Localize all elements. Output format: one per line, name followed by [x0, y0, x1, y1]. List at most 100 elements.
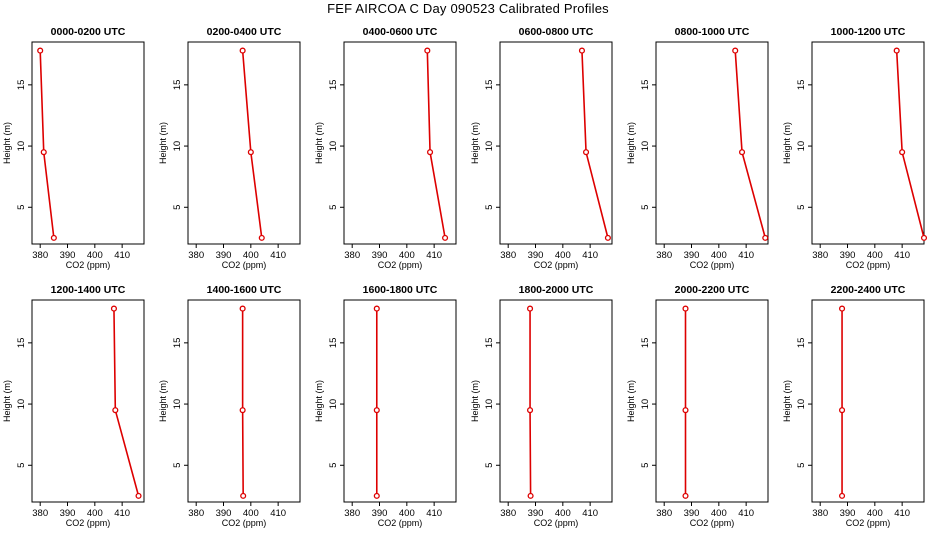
x-tick-label: 410	[426, 508, 442, 519]
x-axis-label: CO2 (ppm)	[378, 260, 423, 270]
y-axis-label: Height (m)	[2, 380, 12, 422]
x-axis-label: CO2 (ppm)	[534, 518, 579, 528]
data-point	[578, 47, 586, 54]
y-tick-label: 5	[484, 205, 495, 210]
x-tick-label: 400	[243, 508, 259, 519]
y-axis-label: Height (m)	[782, 380, 792, 422]
y-tick-label: 5	[328, 205, 339, 210]
panel-title: 0400-0600 UTC	[363, 26, 438, 38]
plot-frame	[343, 299, 457, 503]
data-point	[373, 305, 380, 312]
data-point	[682, 305, 689, 312]
x-tick-label: 390	[840, 508, 856, 519]
profile-line	[529, 308, 532, 496]
y-tick-label: 5	[796, 463, 807, 468]
data-point	[239, 407, 246, 414]
profile-line	[734, 50, 767, 239]
y-tick-label: 15	[16, 338, 27, 349]
x-tick-label: 390	[528, 508, 544, 519]
x-axis-label: CO2 (ppm)	[222, 260, 267, 270]
y-tick-label: 10	[640, 399, 651, 410]
x-tick-label: 380	[656, 508, 672, 519]
x-tick-label: 410	[270, 250, 286, 261]
y-tick-label: 10	[796, 399, 807, 410]
x-tick-label: 400	[711, 508, 727, 519]
x-tick-label: 390	[840, 250, 856, 261]
x-tick-label: 410	[738, 508, 754, 519]
panel-title: 0200-0400 UTC	[207, 26, 282, 38]
x-axis-label: CO2 (ppm)	[846, 518, 891, 528]
panel-title: 1200-1400 UTC	[51, 284, 126, 296]
x-tick-label: 400	[867, 250, 883, 261]
x-axis-label: CO2 (ppm)	[690, 518, 735, 528]
data-point	[37, 47, 44, 54]
y-tick-label: 10	[328, 141, 339, 152]
x-tick-label: 380	[812, 250, 828, 261]
data-point	[526, 305, 534, 312]
y-tick-label: 15	[640, 80, 651, 91]
data-point	[920, 234, 928, 241]
x-tick-label: 380	[188, 250, 204, 261]
data-point	[838, 407, 846, 414]
x-axis-label: CO2 (ppm)	[66, 260, 111, 270]
y-tick-label: 10	[796, 141, 807, 152]
x-tick-label: 380	[500, 508, 516, 519]
y-tick-label: 5	[16, 463, 27, 468]
y-tick-label: 5	[328, 463, 339, 468]
x-tick-label: 410	[738, 250, 754, 261]
data-point	[442, 234, 449, 241]
y-tick-label: 5	[796, 205, 807, 210]
y-tick-label: 10	[16, 399, 27, 410]
y-tick-label: 10	[484, 399, 495, 410]
profile-line	[241, 50, 263, 238]
y-tick-label: 15	[484, 80, 495, 91]
panel-title: 1600-1800 UTC	[363, 284, 438, 296]
x-tick-label: 400	[399, 508, 415, 519]
x-tick-label: 380	[812, 508, 828, 519]
plot-frame	[187, 299, 301, 503]
profile-line	[426, 50, 446, 239]
x-tick-label: 390	[684, 508, 700, 519]
y-tick-label: 5	[484, 463, 495, 468]
data-point	[682, 492, 689, 499]
x-axis-label: CO2 (ppm)	[378, 518, 423, 528]
data-point	[526, 407, 534, 414]
plot-frame	[187, 41, 301, 245]
x-tick-label: 390	[60, 250, 76, 261]
y-axis-label: Height (m)	[782, 122, 792, 164]
y-tick-label: 10	[484, 141, 495, 152]
y-axis-label: Height (m)	[626, 380, 636, 422]
data-point	[50, 234, 57, 241]
x-axis-label: CO2 (ppm)	[534, 260, 579, 270]
profile-line	[895, 50, 925, 239]
y-tick-label: 15	[796, 338, 807, 349]
x-tick-label: 410	[894, 508, 910, 519]
y-tick-label: 15	[328, 80, 339, 91]
y-tick-label: 5	[172, 463, 183, 468]
plot-frame	[343, 41, 457, 245]
x-tick-label: 380	[344, 508, 360, 519]
y-axis-label: Height (m)	[470, 122, 480, 164]
profile-line	[113, 308, 140, 497]
x-tick-label: 380	[188, 508, 204, 519]
x-tick-label: 390	[216, 250, 232, 261]
x-tick-label: 400	[243, 250, 259, 261]
x-tick-label: 400	[867, 508, 883, 519]
y-tick-label: 5	[640, 463, 651, 468]
data-point	[247, 149, 254, 156]
data-point	[424, 47, 431, 54]
x-tick-label: 400	[711, 250, 727, 261]
data-point	[258, 234, 265, 241]
data-point	[240, 492, 247, 499]
plot-frame	[31, 41, 145, 245]
